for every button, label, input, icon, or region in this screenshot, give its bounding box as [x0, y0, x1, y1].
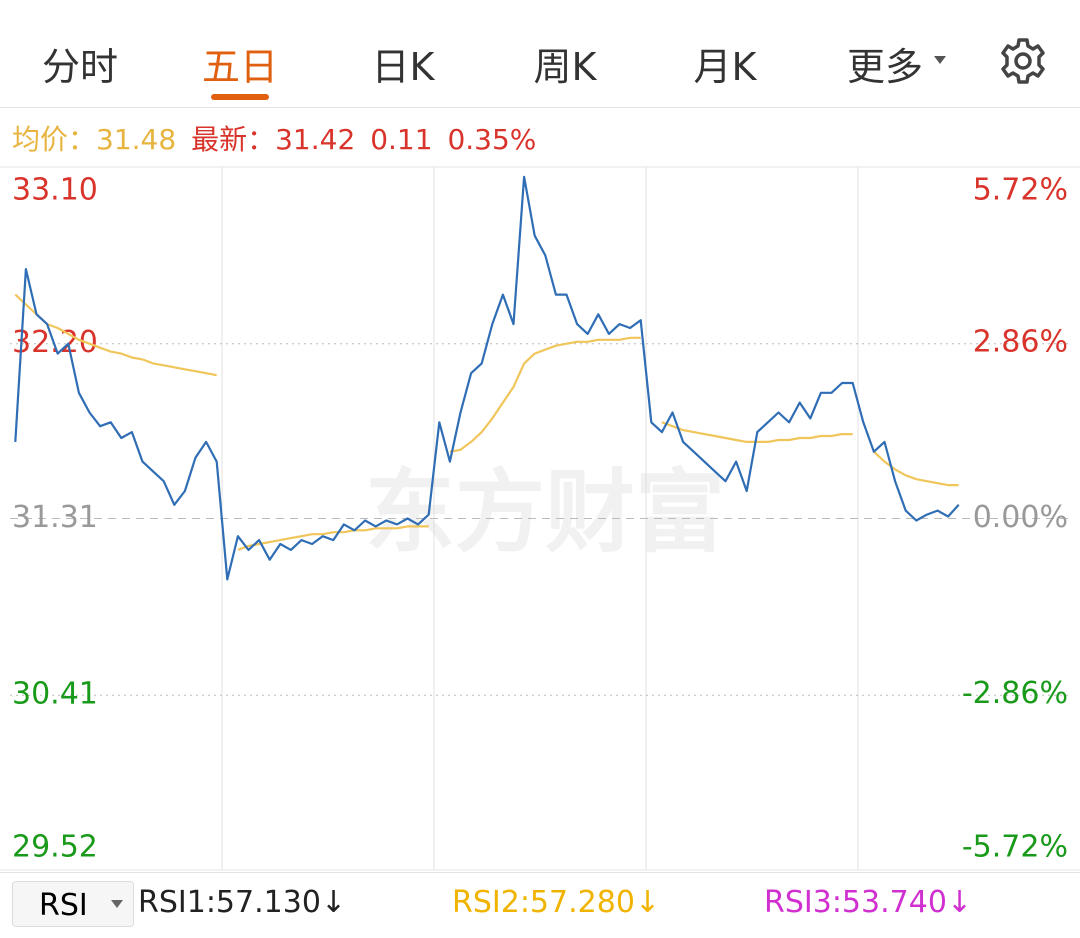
price-line [14, 293, 959, 551]
watermark: 东方财富 [365, 460, 725, 565]
selector-arrow [111, 900, 123, 908]
rsi1: RSI1:57.130↓ [138, 885, 347, 920]
tab[interactable]: 五日 [201, 45, 279, 89]
avg-label: 均价： [12, 123, 97, 156]
avg-value: 31.48 [96, 123, 177, 156]
tab[interactable]: 月K [693, 45, 757, 89]
dropdown-arrow [934, 56, 946, 64]
y-tick-label: 29.52 [12, 830, 98, 865]
indicator-selector[interactable]: RSI [12, 881, 134, 927]
rsi3: RSI3:53.740↓ [764, 885, 973, 920]
y2-tick-label: -5.72% [962, 830, 1068, 865]
rsi2: RSI2:57.280↓ [452, 885, 661, 920]
indicator-bar: RSI RSI1:57.130↓ RSI2:57.280↓ RSI3:53.74… [0, 872, 1080, 938]
tab[interactable]: 周K [533, 45, 597, 89]
y-tick-label: 31.31 [12, 500, 98, 535]
chart: 东方财富 33.1032.2031.3130.4129.525.72%2.86%… [0, 166, 1080, 871]
y-tick-label: 33.10 [12, 173, 98, 208]
tab[interactable]: 分时 [41, 45, 119, 89]
y2-tick-label: 5.72% [973, 173, 1068, 208]
y2-tick-label: 2.86% [973, 324, 1068, 359]
latest-value: 31.42 [275, 123, 356, 156]
tab[interactable]: 日K [371, 45, 435, 89]
active-underline [211, 94, 269, 100]
y-tick-label: 30.41 [12, 677, 98, 712]
latest-label: 最新： [191, 123, 276, 156]
price-line [14, 175, 960, 581]
y2-tick-label: -2.86% [962, 676, 1068, 711]
info-bar: 均价：31.48 最新：31.42 0.11 0.35% [12, 118, 542, 158]
tab[interactable]: 更多 [846, 45, 924, 89]
y2-tick-label: 0.00% [973, 500, 1068, 535]
tab-bar: 分时 五日 日K 周K 月K 更多 [0, 0, 1080, 108]
change: 0.11 [370, 123, 433, 156]
change-pct: 0.35% [447, 123, 537, 156]
selector-label: RSI [39, 888, 88, 923]
settings-icon[interactable] [998, 36, 1048, 86]
